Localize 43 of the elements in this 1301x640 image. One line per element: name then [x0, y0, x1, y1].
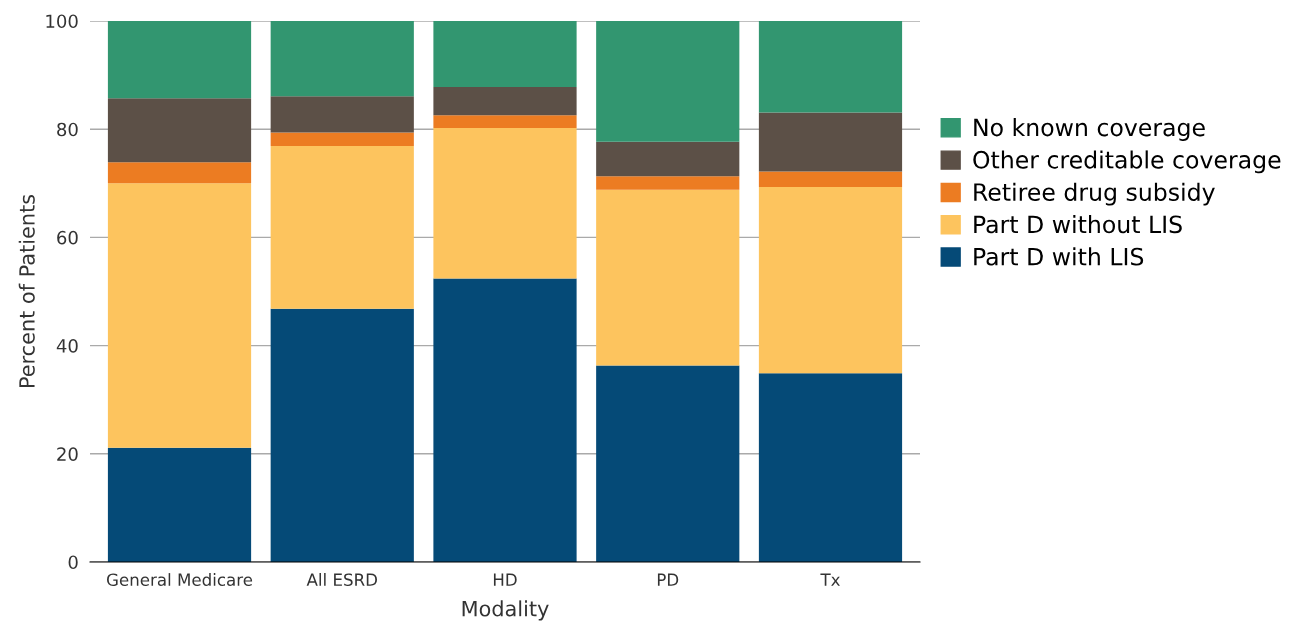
y-tick-label: 60: [57, 230, 78, 245]
bar: [596, 189, 740, 366]
y-axis-title: Percent of Patients: [18, 194, 35, 387]
x-tick-label: All ESRD: [306, 573, 378, 587]
bar: [596, 141, 740, 177]
y-tick-label: 80: [57, 122, 78, 137]
bar: [758, 21, 903, 113]
x-tick-label: PD: [657, 573, 679, 586]
legend-label: Part D with LIS: [974, 247, 1144, 266]
y-tick-label: 100: [46, 14, 78, 29]
bar: [758, 112, 903, 172]
bar: [107, 183, 252, 448]
bar: [107, 21, 252, 99]
bar: [596, 365, 740, 562]
bar: [758, 373, 903, 562]
legend-label: Part D without LIS: [974, 214, 1182, 234]
x-tick-label: General Medicare: [106, 573, 253, 587]
bar: [270, 145, 414, 309]
y-tick-label: 0: [68, 555, 78, 570]
y-tick-label: 20: [57, 447, 78, 461]
bar: [433, 21, 577, 87]
x-axis-title: Modality: [462, 600, 549, 621]
x-tick-label: HD: [493, 573, 517, 586]
legend-label: Retiree drug subsidy: [974, 182, 1215, 206]
bar: [433, 278, 577, 562]
bar: [107, 447, 252, 562]
bar: [433, 128, 577, 279]
bar: [596, 21, 740, 142]
bar: [270, 308, 414, 562]
x-tick-label: Tx: [820, 573, 840, 586]
bar: [758, 171, 903, 188]
bar: [270, 132, 414, 146]
bar: [433, 115, 577, 129]
bar: [107, 98, 252, 163]
bar: [433, 87, 577, 116]
bar: [596, 176, 740, 190]
y-tick-label: 40: [56, 339, 78, 353]
bar: [107, 162, 252, 184]
legend-label: No known coverage: [974, 118, 1205, 141]
legend-label: Other creditable coverage: [973, 150, 1281, 174]
bar: [270, 21, 414, 97]
bar: [270, 96, 414, 133]
bar: [758, 187, 903, 374]
